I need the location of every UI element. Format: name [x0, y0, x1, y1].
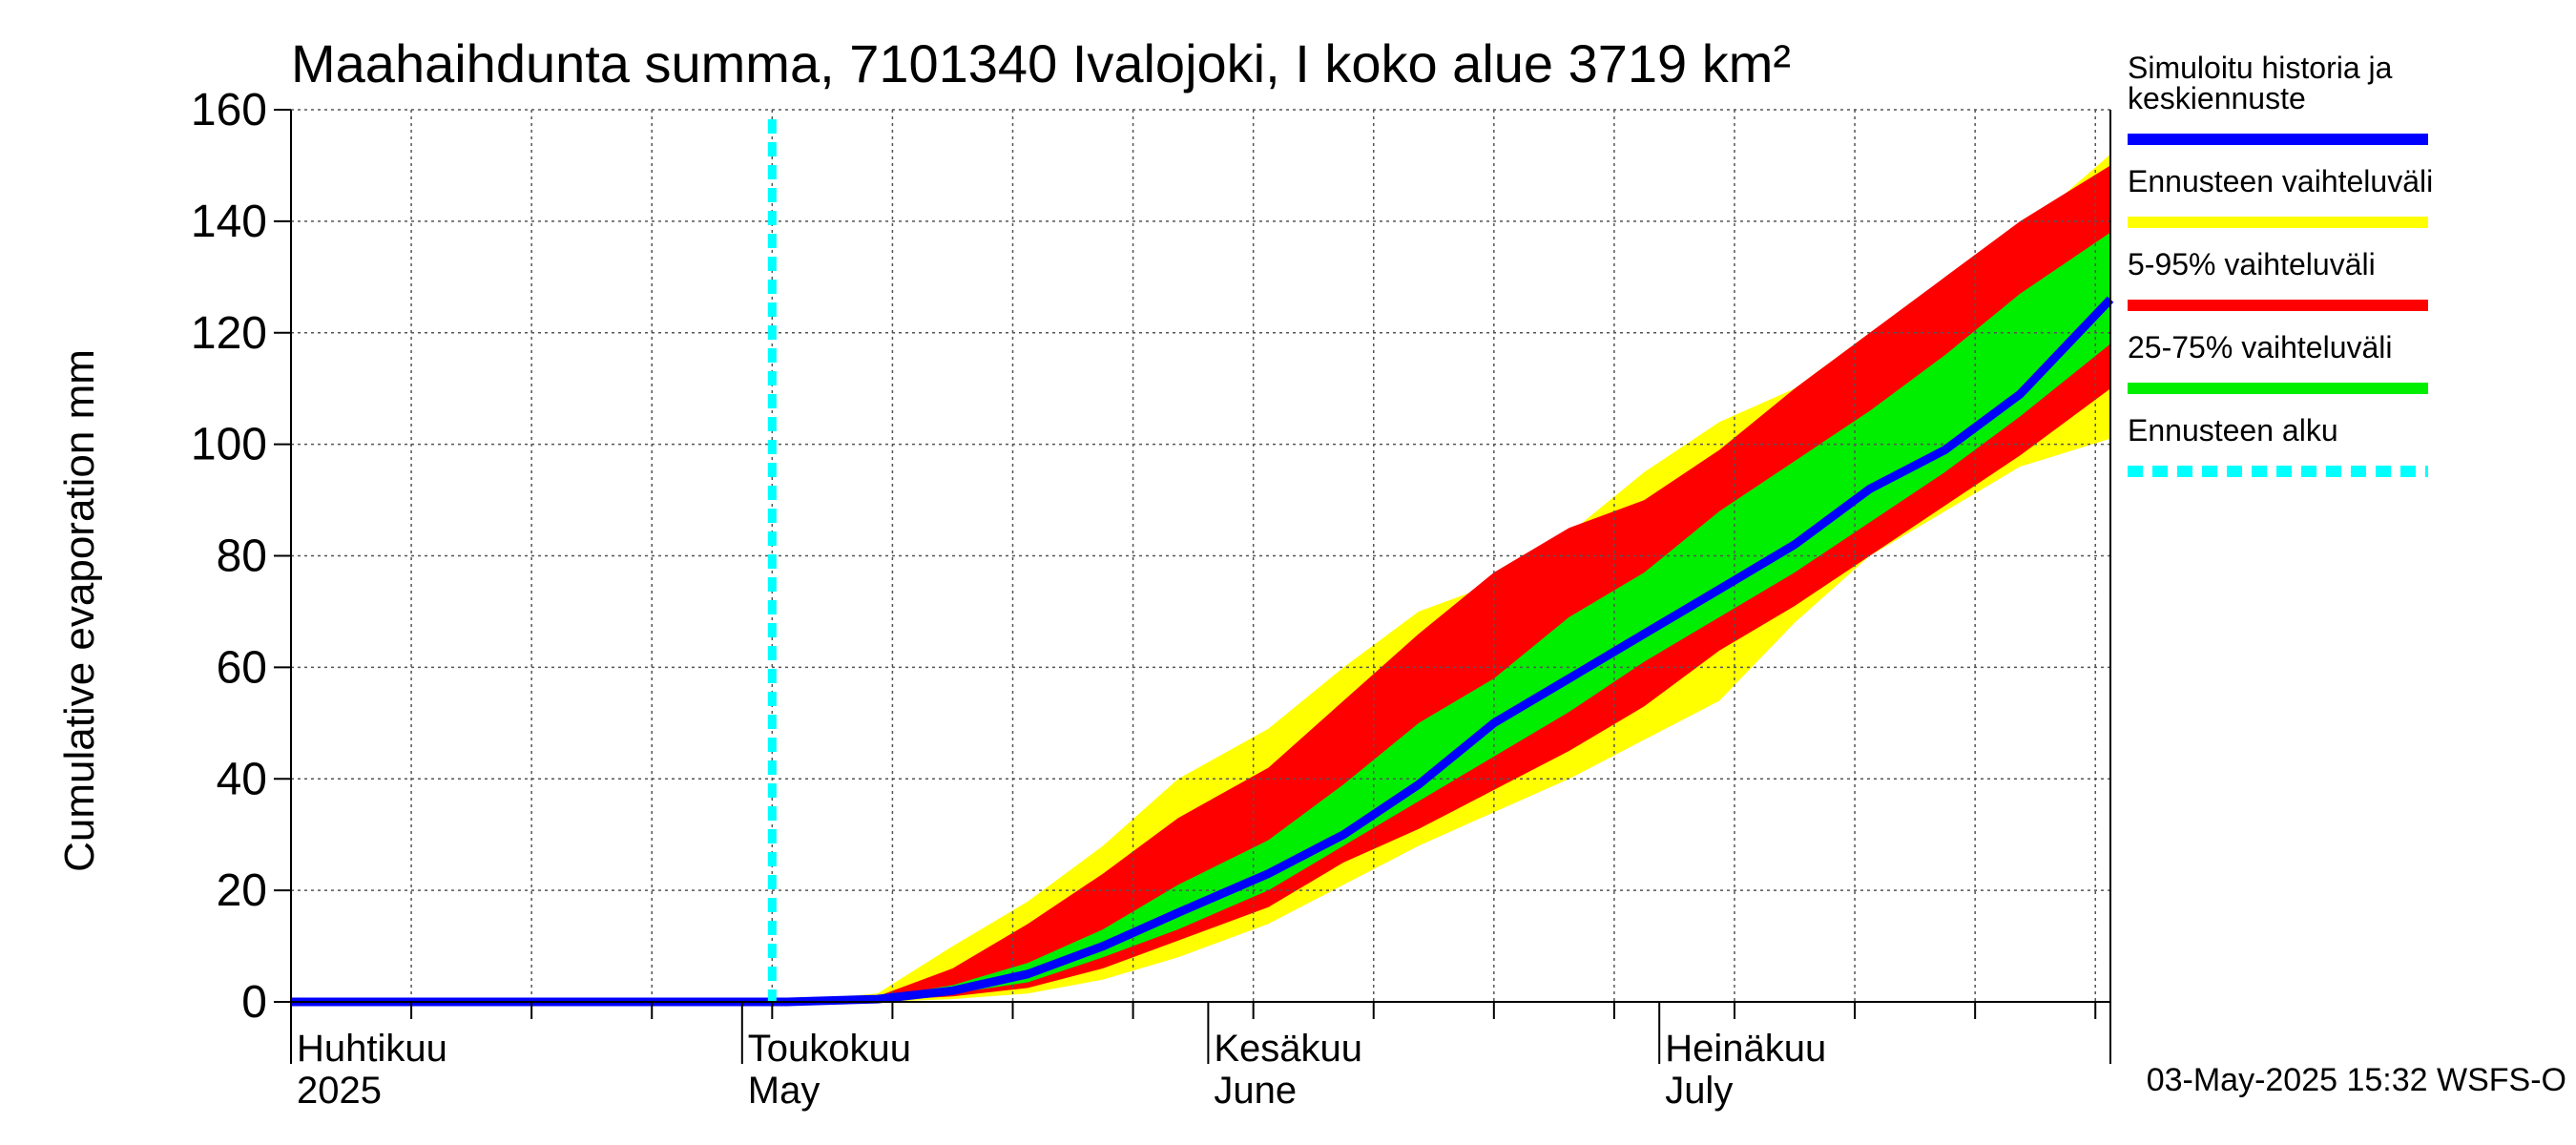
y-tick-label: 60: [217, 642, 267, 693]
y-tick-label: 140: [191, 197, 267, 247]
month-label-secondary: June: [1214, 1070, 1297, 1112]
legend-label: Ennusteen vaihteluväli: [2128, 164, 2433, 198]
month-label-secondary: 2025: [297, 1070, 382, 1112]
y-tick-label: 120: [191, 308, 267, 359]
y-tick-label: 20: [217, 865, 267, 916]
legend-label: Simuloitu historia ja: [2128, 51, 2393, 85]
timestamp-footer: 03-May-2025 15:32 WSFS-O: [2147, 1062, 2566, 1098]
month-label-secondary: May: [748, 1070, 821, 1112]
y-tick-label: 100: [191, 420, 267, 470]
month-label-secondary: July: [1665, 1070, 1733, 1112]
chart-title: Maahaihdunta summa, 7101340 Ivalojoki, I…: [291, 33, 1791, 94]
band-25-75: [291, 232, 2110, 1003]
y-tick-label: 160: [191, 85, 267, 135]
month-label: Kesäkuu: [1214, 1028, 1362, 1070]
legend-label: 5-95% vaihteluväli: [2128, 247, 2376, 281]
y-tick-label: 80: [217, 531, 267, 582]
legend-label: 25-75% vaihteluväli: [2128, 330, 2393, 364]
y-tick-label: 0: [241, 977, 267, 1028]
month-label: Toukokuu: [748, 1028, 911, 1070]
legend-label: Ennusteen alku: [2128, 413, 2338, 448]
legend-label: keskiennuste: [2128, 81, 2306, 115]
month-label: Huhtikuu: [297, 1028, 447, 1070]
y-axis-label: Cumulative evaporation mm: [56, 349, 103, 872]
grid: [291, 109, 2110, 1002]
median-line: [291, 296, 2114, 1007]
month-label: Heinäkuu: [1665, 1028, 1826, 1070]
y-tick-label: 40: [217, 754, 267, 804]
